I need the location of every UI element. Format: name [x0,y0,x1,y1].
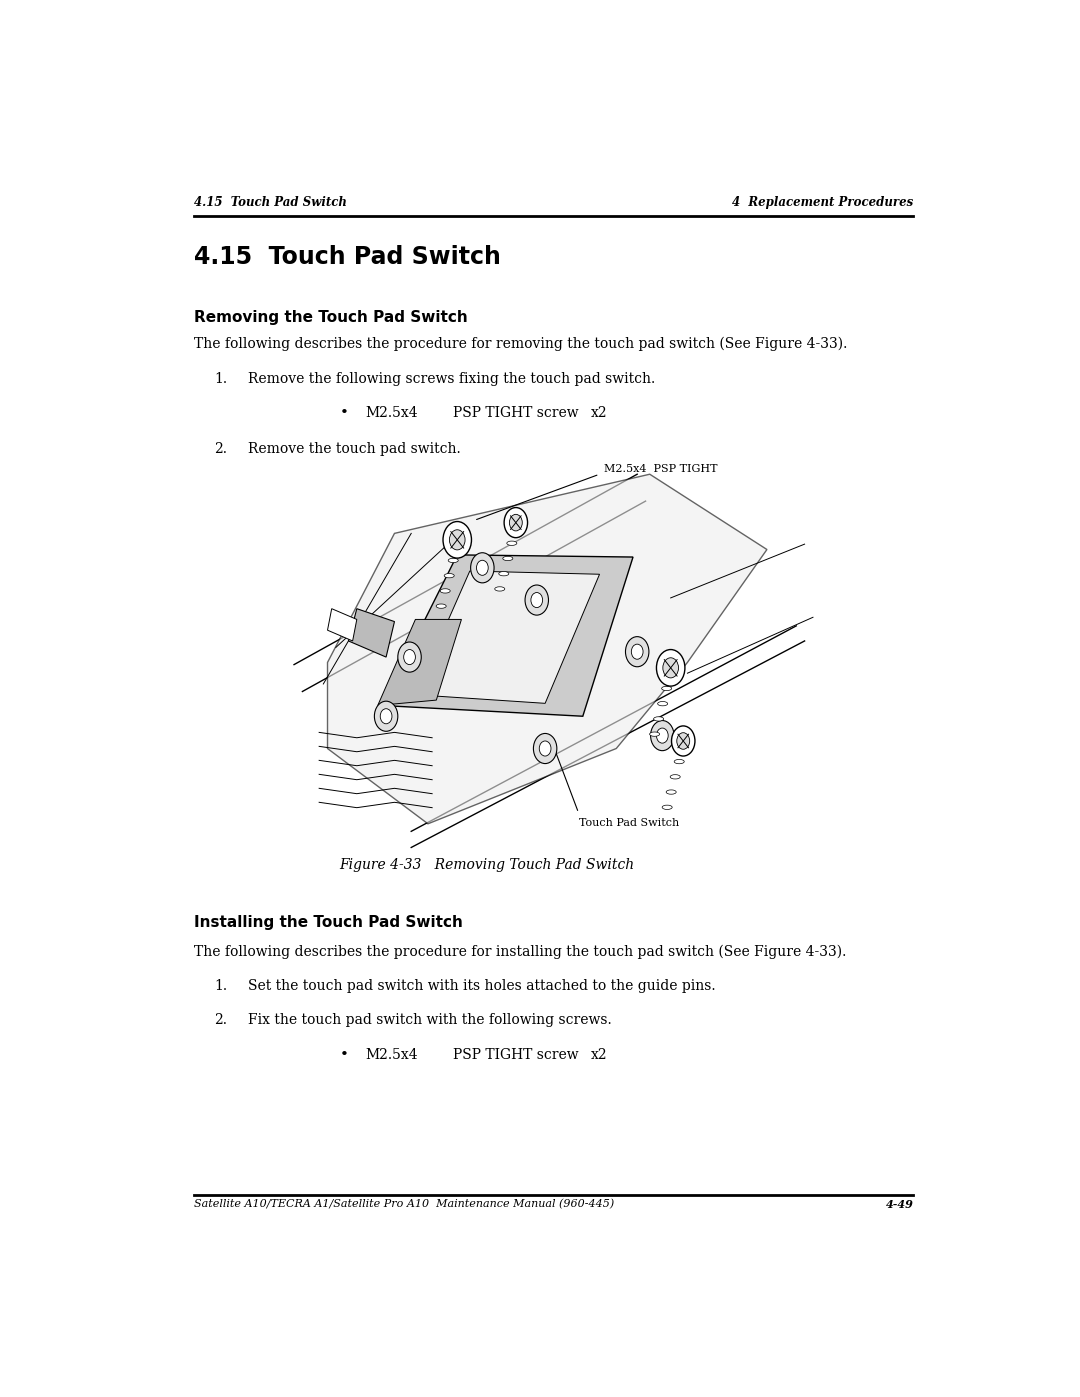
Ellipse shape [499,571,509,576]
Ellipse shape [453,543,462,548]
Text: 2.: 2. [215,1013,228,1027]
Text: Figure 4-33   Removing Touch Pad Switch: Figure 4-33 Removing Touch Pad Switch [339,858,634,872]
Circle shape [539,740,551,756]
Ellipse shape [662,686,672,690]
Circle shape [397,643,421,672]
Text: Fix the touch pad switch with the following screws.: Fix the touch pad switch with the follow… [248,1013,611,1027]
Ellipse shape [653,717,663,721]
Ellipse shape [495,587,504,591]
Ellipse shape [665,671,676,675]
Ellipse shape [674,760,685,764]
Text: PSP TIGHT screw: PSP TIGHT screw [454,1048,579,1062]
Ellipse shape [662,805,672,809]
Text: Removing the Touch Pad Switch: Removing the Touch Pad Switch [193,310,468,324]
Ellipse shape [511,525,521,529]
Circle shape [677,732,690,749]
Text: 4-49: 4-49 [886,1199,914,1210]
Text: Installing the Touch Pad Switch: Installing the Touch Pad Switch [193,915,462,930]
Circle shape [404,650,416,665]
Text: The following describes the procedure for installing the touch pad switch (See F: The following describes the procedure fo… [193,944,846,958]
Polygon shape [349,609,394,657]
Text: x2: x2 [591,1048,608,1062]
Ellipse shape [507,541,517,545]
Ellipse shape [649,732,660,736]
Circle shape [650,721,674,750]
Ellipse shape [658,701,667,705]
Text: Touch Pad Switch: Touch Pad Switch [579,819,679,828]
Ellipse shape [678,745,688,749]
Circle shape [531,592,542,608]
Text: M2.5x4: M2.5x4 [365,407,418,420]
Circle shape [672,726,694,756]
Circle shape [625,637,649,666]
Text: 2.: 2. [215,441,228,455]
Polygon shape [327,474,767,824]
Text: M2.5x4  PSP TIGHT: M2.5x4 PSP TIGHT [604,464,717,474]
Text: Remove the touch pad switch.: Remove the touch pad switch. [248,441,461,455]
Text: Remove the following screws fixing the touch pad switch.: Remove the following screws fixing the t… [248,372,656,386]
Ellipse shape [448,559,458,563]
Text: 4.15  Touch Pad Switch: 4.15 Touch Pad Switch [193,244,500,270]
Text: 4.15  Touch Pad Switch: 4.15 Touch Pad Switch [193,196,347,208]
Text: 1.: 1. [215,979,228,993]
Circle shape [632,644,643,659]
Polygon shape [416,571,599,703]
Text: •: • [340,407,349,420]
Text: 4  Replacement Procedures: 4 Replacement Procedures [732,196,914,208]
Circle shape [525,585,549,615]
Polygon shape [382,555,633,717]
Ellipse shape [671,775,680,780]
Text: Set the touch pad switch with its holes attached to the guide pins.: Set the touch pad switch with its holes … [248,979,716,993]
Circle shape [510,514,523,531]
Circle shape [443,521,472,559]
Ellipse shape [436,604,446,608]
Ellipse shape [441,588,450,594]
Polygon shape [327,609,356,641]
Circle shape [657,728,669,743]
Text: x2: x2 [591,407,608,420]
Ellipse shape [444,574,455,578]
Circle shape [449,529,465,550]
Text: The following describes the procedure for removing the touch pad switch (See Fig: The following describes the procedure fo… [193,337,847,351]
Circle shape [534,733,557,764]
Ellipse shape [666,789,676,795]
Circle shape [471,553,494,583]
Circle shape [380,708,392,724]
Circle shape [476,560,488,576]
Ellipse shape [503,556,513,560]
Circle shape [657,650,685,686]
Text: M2.5x4: M2.5x4 [365,1048,418,1062]
Circle shape [663,658,678,678]
Circle shape [504,507,527,538]
Text: 1.: 1. [215,372,228,386]
Polygon shape [378,619,461,705]
Text: PSP TIGHT screw: PSP TIGHT screw [454,407,579,420]
Circle shape [375,701,397,731]
Text: •: • [340,1048,349,1062]
Text: Satellite A10/TECRA A1/Satellite Pro A10  Maintenance Manual (960-445): Satellite A10/TECRA A1/Satellite Pro A10… [193,1199,613,1210]
